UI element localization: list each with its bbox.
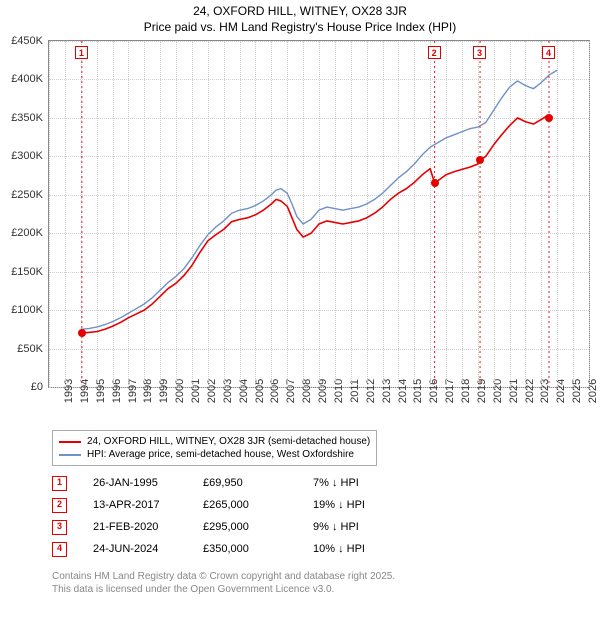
- price-point: [476, 156, 484, 164]
- series-line: [82, 116, 549, 333]
- y-tick-label: £50K: [17, 343, 43, 355]
- series-svg: [49, 41, 589, 387]
- legend-swatch: [59, 454, 81, 456]
- chart-title: 24, OXFORD HILL, WITNEY, OX28 3JR Price …: [0, 0, 600, 35]
- price-point: [431, 179, 439, 187]
- sales-row-date: 24-JUN-2024: [93, 543, 203, 555]
- legend-label: 24, OXFORD HILL, WITNEY, OX28 3JR (semi-…: [87, 436, 370, 447]
- sales-row-marker: 4: [52, 542, 67, 557]
- y-tick-label: £150K: [11, 266, 43, 278]
- price-point: [545, 114, 553, 122]
- sales-row-price: £350,000: [203, 543, 313, 555]
- y-tick-label: £200K: [11, 227, 43, 239]
- sales-row-price: £295,000: [203, 521, 313, 533]
- price-point: [78, 329, 86, 337]
- sales-row: 1 26-JAN-1995£69,9507% ↓ HPI: [52, 472, 393, 494]
- legend-item: HPI: Average price, semi-detached house,…: [59, 448, 370, 461]
- legend-swatch: [59, 441, 81, 443]
- sales-row-marker: 3: [52, 520, 67, 535]
- sales-row-date: 26-JAN-1995: [93, 477, 203, 489]
- y-tick-label: £250K: [11, 189, 43, 201]
- attribution-line-2: This data is licensed under the Open Gov…: [52, 583, 395, 596]
- attribution: Contains HM Land Registry data © Crown c…: [52, 570, 395, 596]
- sales-row-date: 21-FEB-2020: [93, 521, 203, 533]
- y-tick-label: £450K: [11, 35, 43, 47]
- legend-label: HPI: Average price, semi-detached house,…: [87, 449, 354, 460]
- sales-row: 3 21-FEB-2020£295,0009% ↓ HPI: [52, 516, 393, 538]
- sales-row-date: 13-APR-2017: [93, 499, 203, 511]
- y-tick-label: £100K: [11, 304, 43, 316]
- sales-row-pct: 7% ↓ HPI: [313, 477, 393, 489]
- sales-row-price: £265,000: [203, 499, 313, 511]
- sale-marker: 2: [428, 46, 441, 59]
- plot-area: £0£50K£100K£150K£200K£250K£300K£350K£400…: [48, 40, 590, 388]
- title-line-1: 24, OXFORD HILL, WITNEY, OX28 3JR: [0, 4, 600, 20]
- sales-row-price: £69,950: [203, 477, 313, 489]
- legend-item: 24, OXFORD HILL, WITNEY, OX28 3JR (semi-…: [59, 435, 370, 448]
- sales-row-marker: 2: [52, 498, 67, 513]
- y-tick-label: £350K: [11, 112, 43, 124]
- sales-row-pct: 10% ↓ HPI: [313, 543, 393, 555]
- y-tick-label: £400K: [11, 73, 43, 85]
- attribution-line-1: Contains HM Land Registry data © Crown c…: [52, 570, 395, 583]
- sale-marker: 1: [75, 46, 88, 59]
- title-line-2: Price paid vs. HM Land Registry's House …: [0, 20, 600, 36]
- sale-marker: 4: [542, 46, 555, 59]
- sales-row-pct: 9% ↓ HPI: [313, 521, 393, 533]
- series-line: [81, 70, 557, 329]
- sales-row: 2 13-APR-2017£265,00019% ↓ HPI: [52, 494, 393, 516]
- x-tick-label: 2027: [589, 379, 600, 403]
- sales-row-pct: 19% ↓ HPI: [313, 499, 393, 511]
- sales-row-marker: 1: [52, 476, 67, 491]
- y-tick-label: £0: [31, 381, 43, 393]
- chart-container: { "title_line1": "24, OXFORD HILL, WITNE…: [0, 0, 600, 620]
- y-tick-label: £300K: [11, 150, 43, 162]
- sales-table: 126-JAN-1995£69,9507% ↓ HPI213-APR-2017£…: [52, 472, 393, 560]
- sales-row: 4 24-JUN-2024£350,00010% ↓ HPI: [52, 538, 393, 560]
- legend: 24, OXFORD HILL, WITNEY, OX28 3JR (semi-…: [52, 430, 377, 466]
- sale-marker: 3: [473, 46, 486, 59]
